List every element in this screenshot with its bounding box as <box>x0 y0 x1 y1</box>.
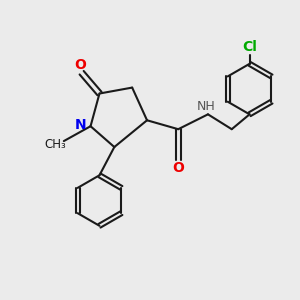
Text: NH: NH <box>197 100 216 112</box>
Text: O: O <box>74 58 86 72</box>
Text: Cl: Cl <box>242 40 257 55</box>
Text: O: O <box>172 161 184 175</box>
Text: N: N <box>74 118 86 132</box>
Text: CH₃: CH₃ <box>44 138 66 151</box>
